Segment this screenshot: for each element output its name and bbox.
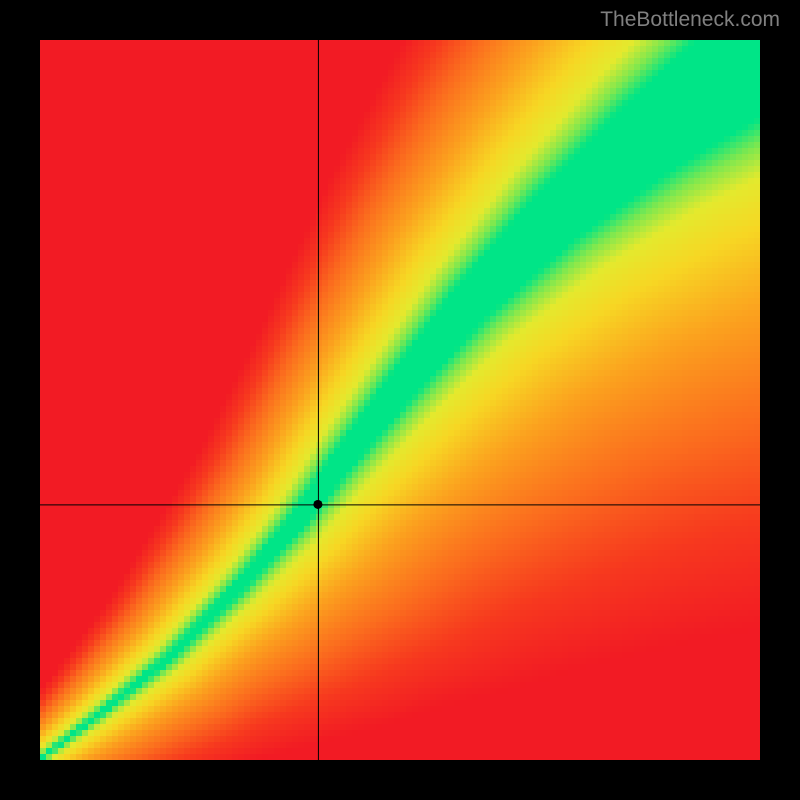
bottleneck-heatmap bbox=[40, 40, 760, 760]
watermark-text: TheBottleneck.com bbox=[600, 8, 780, 32]
heatmap-canvas bbox=[40, 40, 760, 760]
